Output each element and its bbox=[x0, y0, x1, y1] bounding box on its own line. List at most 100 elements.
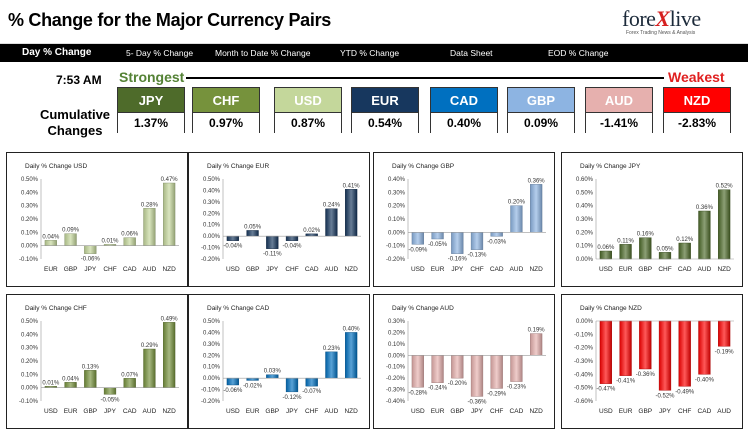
x-category-label: CHF bbox=[490, 408, 503, 415]
chart-cad: Daily % Change CAD -0.20% -0.10% 0.00% 0.10%… bbox=[201, 305, 361, 415]
currency-code: EUR bbox=[352, 88, 418, 113]
bar-jpy bbox=[470, 355, 484, 397]
data-label: 0.02% bbox=[303, 228, 321, 234]
data-label: 0.01% bbox=[101, 238, 119, 244]
y-tick-label: 0.30% bbox=[388, 190, 406, 196]
data-label: 0.23% bbox=[323, 346, 341, 352]
x-category-label: CHF bbox=[658, 266, 671, 273]
y-tick-label: -0.40% bbox=[574, 372, 594, 378]
bar-nzd bbox=[163, 182, 176, 246]
nav-eod-change[interactable]: EOD % Change bbox=[548, 48, 609, 58]
data-label: -0.24% bbox=[428, 386, 448, 392]
nav-bar: Day % Change 5- Day % Change Month to Da… bbox=[0, 44, 748, 62]
x-category-label: JPY bbox=[471, 408, 484, 415]
y-tick-label: -0.10% bbox=[574, 332, 594, 338]
chart-title: Daily % Change GBP bbox=[392, 163, 454, 170]
x-category-label: USD bbox=[599, 266, 613, 273]
data-label: 0.03% bbox=[264, 369, 282, 375]
currency-box-chf: CHF 0.97% bbox=[192, 87, 260, 133]
data-label: 0.04% bbox=[62, 376, 80, 382]
timestamp: 7:53 AM bbox=[56, 73, 102, 87]
data-label: -0.12% bbox=[282, 395, 302, 401]
chart-jpy: Daily % Change JPY 0.00% 0.10% 0.20% 0.30% 0.… bbox=[576, 163, 734, 273]
data-label: 0.36% bbox=[696, 205, 714, 211]
y-tick-label: 0.10% bbox=[576, 244, 594, 250]
data-label: 0.20% bbox=[508, 200, 526, 206]
nav-5-day-change[interactable]: 5- Day % Change bbox=[126, 48, 194, 58]
data-label: 0.05% bbox=[244, 224, 262, 230]
bar-gbp bbox=[451, 355, 464, 379]
data-label: 0.41% bbox=[343, 183, 361, 189]
data-label: -0.36% bbox=[467, 399, 487, 405]
y-tick-label: -0.10% bbox=[386, 244, 406, 250]
chart-title: Daily % Change CAD bbox=[207, 305, 269, 312]
nav-data-sheet[interactable]: Data Sheet bbox=[450, 48, 493, 58]
chart-panel-nzd: Daily % Change NZD -0.60% -0.50% -0.40% -0.3… bbox=[561, 294, 743, 429]
x-category-label: GBP bbox=[246, 266, 260, 273]
bar-eur bbox=[619, 320, 632, 376]
x-category-label: EUR bbox=[431, 266, 445, 273]
x-category-label: EUR bbox=[431, 408, 445, 415]
bar-aud bbox=[143, 348, 156, 388]
bar-usd bbox=[599, 250, 612, 260]
data-label: 0.40% bbox=[343, 326, 361, 332]
x-category-label: AUD bbox=[510, 266, 524, 273]
x-category-label: CAD bbox=[698, 408, 712, 415]
cumulative-label-line2: Changes bbox=[47, 123, 103, 138]
y-tick-label: 0.60% bbox=[576, 177, 594, 183]
bar-aud bbox=[325, 351, 338, 379]
currency-box-cad: CAD 0.40% bbox=[430, 87, 498, 133]
bar-chf bbox=[490, 355, 503, 389]
bar-usd bbox=[411, 232, 424, 245]
bar-nzd bbox=[530, 184, 543, 233]
x-category-label: NZD bbox=[162, 266, 176, 273]
data-label: -0.20% bbox=[448, 381, 468, 387]
bar-aud bbox=[143, 208, 156, 246]
x-category-label: EUR bbox=[64, 408, 78, 415]
bar-chf bbox=[305, 377, 318, 387]
forexlive-logo[interactable]: foreXlive Forex Trading News & Analysis bbox=[622, 8, 740, 38]
y-tick-label: 0.10% bbox=[203, 365, 221, 371]
bar-aud bbox=[718, 320, 731, 347]
y-tick-label: 0.20% bbox=[388, 330, 406, 336]
data-label: -0.11% bbox=[263, 252, 282, 258]
bar-usd bbox=[226, 377, 239, 386]
chart-title: Daily % Change CHF bbox=[25, 305, 87, 312]
y-tick-label: 0.00% bbox=[388, 230, 406, 236]
x-category-label: EUR bbox=[44, 266, 58, 273]
data-label: 0.19% bbox=[528, 328, 546, 334]
currency-change-value: 0.54% bbox=[352, 113, 418, 133]
y-tick-label: 0.00% bbox=[576, 319, 594, 325]
y-tick-label: -0.30% bbox=[574, 359, 594, 365]
x-category-label: NZD bbox=[717, 266, 731, 273]
y-tick-label: -0.60% bbox=[574, 399, 594, 405]
cumulative-label-line1: Cumulative bbox=[39, 107, 111, 122]
chart-panel-cad: Daily % Change CAD -0.20% -0.10% 0.00% 0.10%… bbox=[188, 294, 370, 429]
chart-title: Daily % Change NZD bbox=[580, 305, 642, 312]
x-category-label: CHF bbox=[305, 408, 318, 415]
y-tick-label: 0.20% bbox=[203, 211, 221, 217]
chart-nzd: Daily % Change NZD -0.60% -0.50% -0.40% -0.3… bbox=[574, 305, 734, 415]
nav-month-to-date-change[interactable]: Month to Date % Change bbox=[215, 48, 311, 58]
currency-code: GBP bbox=[508, 88, 574, 113]
x-category-label: GBP bbox=[265, 408, 279, 415]
bar-jpy bbox=[266, 235, 279, 249]
bar-gbp bbox=[639, 320, 652, 370]
data-label: 0.16% bbox=[637, 232, 655, 238]
data-label: -0.23% bbox=[507, 385, 527, 391]
x-category-label: GBP bbox=[638, 408, 652, 415]
currency-box-gbp: GBP 0.09% bbox=[507, 87, 575, 133]
x-category-label: CAD bbox=[123, 408, 137, 415]
x-category-label: GBP bbox=[638, 266, 652, 273]
x-category-label: NZD bbox=[162, 408, 176, 415]
bar-cad bbox=[510, 355, 523, 382]
nav-ytd-change[interactable]: YTD % Change bbox=[340, 48, 400, 58]
currency-code: CHF bbox=[193, 88, 259, 113]
bar-nzd bbox=[345, 189, 358, 237]
x-category-label: AUD bbox=[325, 266, 339, 273]
nav-day-change[interactable]: Day % Change bbox=[22, 47, 92, 58]
x-category-label: NZD bbox=[344, 408, 358, 415]
bar-chf bbox=[678, 320, 691, 387]
bar-jpy bbox=[103, 387, 117, 395]
y-tick-label: -0.10% bbox=[19, 399, 39, 405]
